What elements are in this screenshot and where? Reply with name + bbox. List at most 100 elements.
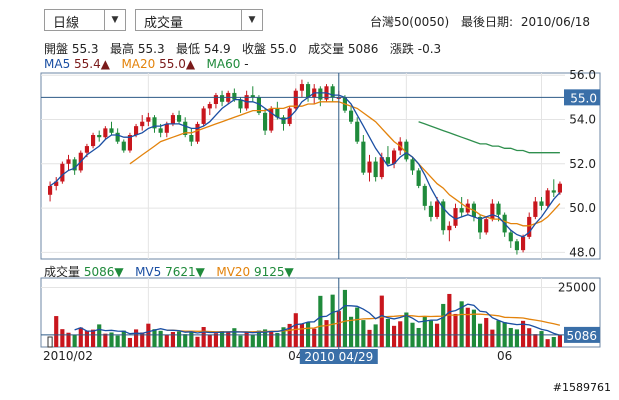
ma-legend: MA5 55.4▲ MA20 55.0▲ MA60 -	[44, 57, 249, 71]
volume-bar	[158, 330, 163, 347]
candle-body	[213, 95, 218, 104]
crosshair-date-marker	[299, 349, 378, 364]
candle-body	[453, 208, 458, 226]
candle-body	[527, 216, 532, 237]
candle-body	[201, 108, 206, 124]
candle-body	[306, 84, 311, 98]
candle-body	[293, 90, 298, 109]
volume-bar	[47, 336, 53, 348]
chevron-down-icon[interactable]: ▼	[104, 10, 125, 30]
change-label: 漲跌	[389, 42, 414, 56]
close-value: 55.0	[269, 42, 297, 56]
candle-body	[48, 185, 53, 195]
volume-bar	[422, 316, 427, 347]
candle-body	[115, 132, 120, 142]
volume-bar	[244, 331, 249, 347]
volume-bar	[232, 328, 237, 347]
candle-body	[195, 123, 200, 142]
mv20-value: 9125▼	[254, 265, 294, 279]
volume-bar	[60, 329, 65, 347]
candle-body	[127, 135, 132, 151]
price-tick-label: 48.0	[569, 245, 596, 259]
volume-bar	[453, 313, 458, 347]
volume-bar	[484, 317, 489, 347]
candle-body	[349, 110, 354, 122]
volume-bar	[459, 301, 464, 347]
price-tick-label: 54.0	[569, 113, 596, 127]
period-select[interactable]: 日線 ▼	[44, 9, 126, 31]
mv5-line	[74, 303, 561, 336]
volume-bar	[533, 334, 538, 347]
volume-bar	[447, 293, 452, 347]
volume-bar	[269, 330, 274, 347]
candle-body	[189, 135, 194, 142]
chevron-down-icon[interactable]: ▼	[241, 10, 262, 30]
close-label: 收盤	[242, 42, 267, 56]
candle-body	[134, 126, 139, 135]
high-value: 55.3	[137, 42, 165, 56]
candle-body	[490, 203, 495, 220]
candle-body	[379, 157, 384, 178]
candle-body	[281, 117, 286, 124]
quote-row: 開盤 55.3 最高 55.3 最低 54.9 收盤 55.0 成交量 5086…	[44, 40, 441, 57]
candle-body	[533, 201, 538, 217]
candle-body	[287, 108, 292, 124]
candle-body	[514, 241, 519, 251]
volume-bar	[152, 329, 157, 347]
candle-body	[496, 203, 501, 215]
candle-body	[478, 216, 483, 233]
ma5-line	[49, 92, 561, 238]
indicator-select[interactable]: 成交量 ▼	[135, 9, 263, 31]
volume-bar	[115, 335, 120, 347]
volume-bar	[490, 329, 495, 347]
candle-body	[66, 159, 71, 164]
candle-body	[72, 159, 77, 171]
candle-body	[91, 135, 96, 147]
volume-bar	[385, 318, 390, 347]
candle-body	[220, 95, 225, 102]
candle-body	[269, 108, 274, 131]
volume-bar	[342, 289, 347, 347]
low-label: 最低	[176, 42, 201, 56]
volume-bar	[293, 313, 298, 347]
volume-bar	[78, 327, 83, 347]
candle-body	[158, 128, 163, 133]
candle-body	[164, 123, 169, 133]
ma5-value: 55.4▲	[74, 57, 110, 71]
candle-body	[207, 104, 212, 109]
volume-bar	[281, 327, 286, 347]
candle-body	[441, 201, 446, 231]
candle-body	[355, 121, 360, 142]
candle-body	[459, 208, 464, 213]
period-select-value: 日線	[53, 16, 80, 31]
volume-bar	[465, 307, 470, 347]
volume-bar	[183, 334, 188, 347]
volume-bar	[140, 332, 145, 347]
candle-body	[183, 121, 188, 135]
volume-bar	[207, 334, 212, 347]
open-label: 開盤	[44, 42, 69, 56]
candle-body	[557, 183, 562, 193]
volume-value: 5086	[347, 42, 379, 56]
change-value: -0.3	[417, 42, 442, 56]
mv20-label: MV20	[216, 265, 251, 279]
volume-bar	[177, 331, 182, 347]
volume-bar	[404, 312, 409, 347]
volume-bar	[275, 332, 280, 347]
volume-bar	[189, 331, 194, 347]
high-label: 最高	[110, 42, 135, 56]
x-tick-label: 06	[497, 349, 512, 363]
candle-body	[54, 181, 59, 186]
candle-body	[250, 95, 255, 98]
volume-bar	[441, 303, 446, 347]
candle-body	[422, 185, 427, 206]
volume-bar	[91, 329, 96, 347]
ma20-line	[129, 101, 561, 227]
volume-bar	[318, 295, 323, 347]
crosshair-price-label: 55.0	[570, 91, 597, 105]
candle-body	[318, 88, 323, 100]
ma60-line	[418, 121, 560, 154]
crosshair-price-marker	[564, 89, 600, 106]
candle-body	[263, 112, 268, 131]
